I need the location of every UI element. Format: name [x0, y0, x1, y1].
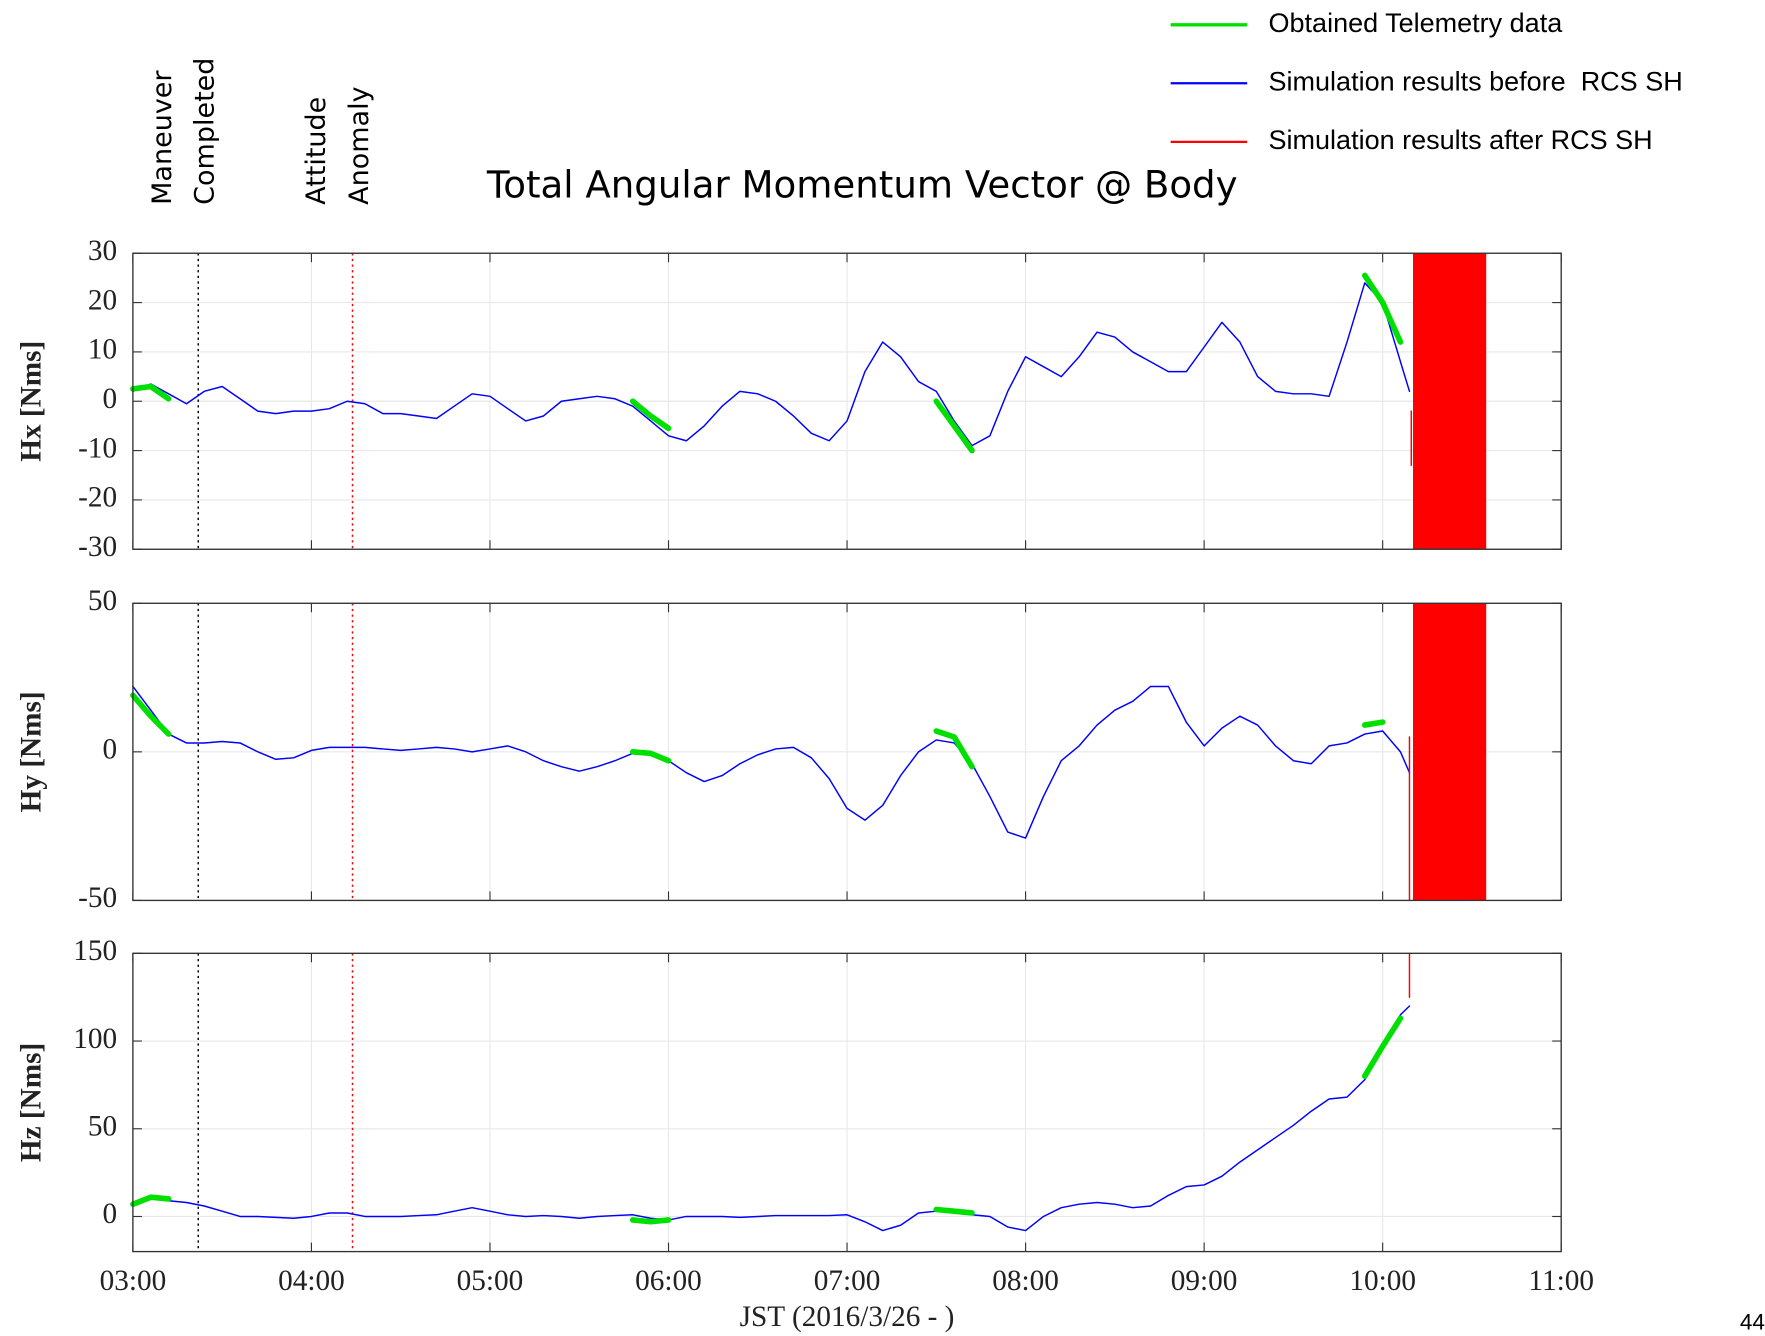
- series-line: [132, 1005, 1411, 1232]
- x-tick-label: 04:00: [278, 1265, 345, 1297]
- series-line: [132, 685, 1411, 839]
- y-tick-label: 10: [88, 334, 117, 366]
- x-tick-label: 08:00: [992, 1265, 1059, 1297]
- y-tick-label: 50: [88, 585, 117, 617]
- y-tick-label: 0: [103, 734, 118, 766]
- plot-frame: [132, 602, 1562, 902]
- x-tick-label: 09:00: [1171, 1265, 1238, 1297]
- x-tick-label: 07:00: [814, 1265, 881, 1297]
- y-tick-label: -30: [78, 531, 117, 563]
- plot-frame: [132, 952, 1562, 1253]
- band: [1413, 603, 1487, 901]
- y-axis-label: Hz [Nms]: [16, 1043, 48, 1162]
- x-tick-label: 11:00: [1528, 1265, 1594, 1297]
- x-axis-label: JST (2016/3/26 - ): [740, 1301, 955, 1333]
- x-tick-label: 03:00: [100, 1265, 167, 1297]
- series-line: [130, 1015, 1404, 1225]
- y-tick-label: 30: [88, 235, 117, 267]
- plot-frame: [132, 252, 1562, 550]
- page-number: 44: [1740, 1310, 1765, 1335]
- band: [1413, 253, 1487, 550]
- y-tick-label: 20: [88, 284, 117, 316]
- annotation-text: Attitude: [301, 97, 332, 205]
- y-tick-label: -10: [78, 432, 117, 464]
- x-tick-label: 10:00: [1349, 1265, 1416, 1297]
- y-tick-label: 50: [88, 1110, 117, 1142]
- y-tick-label: -50: [78, 882, 117, 914]
- annotation-text: Completed: [190, 58, 221, 205]
- y-axis-label: Hy [Nms]: [16, 691, 48, 812]
- legend-label: Simulation results after RCS SH: [1269, 125, 1653, 155]
- annotation-text: Maneuver: [147, 70, 178, 205]
- chart-title: Total Angular Momentum Vector @ Body: [486, 163, 1238, 206]
- x-tick-label: 06:00: [635, 1265, 702, 1297]
- series-line: [130, 272, 1404, 454]
- series-line: [132, 282, 1411, 447]
- legend-label: Obtained Telemetry data: [1269, 8, 1564, 38]
- series-line: [130, 692, 1386, 770]
- y-tick-label: 0: [103, 383, 118, 415]
- y-tick-label: 100: [73, 1023, 117, 1055]
- y-axis-label: Hx [Nms]: [16, 341, 48, 462]
- x-tick-label: 05:00: [457, 1265, 524, 1297]
- annotation-text: Anomaly: [344, 86, 375, 204]
- legend-label: Simulation results before RCS SH: [1269, 66, 1683, 96]
- y-tick-label: -20: [78, 482, 117, 514]
- y-tick-label: 0: [103, 1198, 118, 1230]
- y-tick-label: 150: [73, 935, 117, 967]
